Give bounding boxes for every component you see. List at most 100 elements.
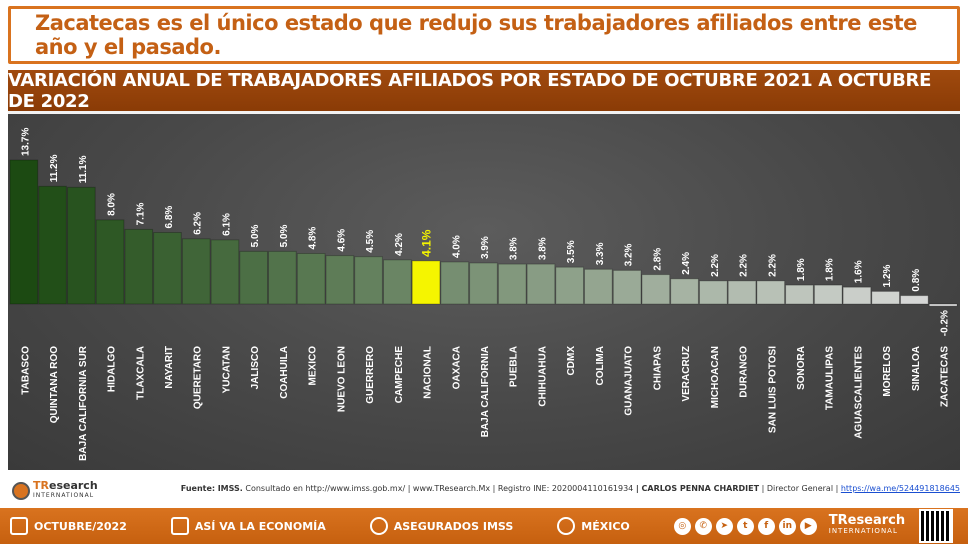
footer-brand-name: TResearch <box>828 513 906 528</box>
source-site: | www.TResearch.Mx <box>407 484 491 493</box>
category-label: SONORA <box>796 346 807 390</box>
category-label: ZACATECAS <box>940 346 951 407</box>
bar-veracruz <box>670 278 699 305</box>
source-prefix: Fuente: <box>180 484 216 493</box>
source-consulted: Consultado en http://www.imss.gob.mx/ <box>245 484 406 493</box>
headline: Zacatecas es el único estado que redujo … <box>8 6 960 64</box>
footer-brand: TResearch INTERNATIONAL <box>828 513 906 537</box>
category-label: COLIMA <box>595 346 606 385</box>
footer-region-label: MÉXICO <box>581 519 630 533</box>
data-label: 2.2% <box>710 254 721 277</box>
globe-icon[interactable]: ◎ <box>673 517 691 535</box>
category-label: CAMPECHE <box>394 346 405 404</box>
bar-jalisco <box>239 250 269 305</box>
data-label: 1.2% <box>882 264 893 287</box>
source-org: IMSS. <box>217 484 243 493</box>
data-label: 4.8% <box>308 227 319 250</box>
bar-nuevo-leon <box>325 255 355 305</box>
telegram-icon[interactable]: ➤ <box>715 517 733 535</box>
source-author: | CARLOS PENNA CHARDIET <box>635 484 760 493</box>
linkedin-icon[interactable]: in <box>778 517 796 535</box>
data-label: 11.1% <box>78 155 89 183</box>
handshake-icon <box>369 517 388 535</box>
bar-tamaulipas <box>813 284 843 305</box>
bar-durango <box>727 280 757 305</box>
youtube-icon[interactable]: ▶ <box>799 517 817 535</box>
data-label: 4.5% <box>365 230 376 253</box>
bar-nayarit <box>153 232 182 305</box>
bar-aguascalientes <box>842 286 872 305</box>
data-label: 6.8% <box>164 206 175 229</box>
category-label: QUERETARO <box>193 346 204 409</box>
category-label: QUINTANA ROO <box>49 346 60 423</box>
category-label: JALISCO <box>250 346 261 390</box>
bar-oaxaca <box>440 261 470 305</box>
category-label: NACIONAL <box>423 346 434 399</box>
facebook-icon[interactable]: f <box>757 517 775 535</box>
bar-cdmx <box>555 266 584 305</box>
calendar-icon <box>10 517 28 535</box>
bar-yucatan <box>210 239 240 305</box>
data-label: 3.2% <box>624 243 635 266</box>
category-label: NAYARIT <box>164 346 175 389</box>
bar-baja-california <box>469 262 498 305</box>
category-label: GUERRERO <box>365 346 376 404</box>
bar-michoacan <box>699 280 728 305</box>
category-label: MEXICO <box>308 346 319 386</box>
economy-icon <box>170 517 189 535</box>
social-links: ◎ ✆ ➤ t f in ▶ <box>673 517 817 535</box>
category-label: GUANAJUATO <box>624 346 635 416</box>
category-label: MICHOACAN <box>710 346 721 408</box>
bar-chihuahua <box>526 263 556 305</box>
category-label: NUEVO LEON <box>336 346 347 412</box>
source-link[interactable]: https://wa.me/524491818645 <box>840 484 960 493</box>
bar-quintana-roo <box>38 185 67 305</box>
bar-tabasco <box>9 159 39 305</box>
data-label: 4.2% <box>394 233 405 256</box>
source-registry: | Registro INE: 2020004110161934 <box>492 484 634 493</box>
data-label: -0.2% <box>940 310 951 336</box>
data-label: 13.7% <box>20 128 31 156</box>
category-label: CDMX <box>566 346 577 376</box>
footer-subject-label: ASEGURADOS IMSS <box>393 519 514 533</box>
bar-nacional <box>411 260 441 305</box>
data-label: 6.1% <box>222 213 233 236</box>
qr-code[interactable] <box>919 509 954 543</box>
data-label: 4.6% <box>336 229 347 252</box>
category-label: BAJA CALIFORNIA <box>480 346 491 437</box>
twitter-icon[interactable]: t <box>736 517 754 535</box>
bar-coahuila <box>268 250 297 305</box>
bar-puebla <box>497 263 527 305</box>
data-label: 3.9% <box>480 236 491 259</box>
bar-queretaro <box>181 238 211 305</box>
brand-sub: INTERNATIONAL <box>33 492 95 499</box>
category-label: PUEBLA <box>509 346 520 387</box>
data-label: 2.2% <box>767 254 778 277</box>
source-row: TResearch INTERNATIONAL Fuente: IMSS. Co… <box>8 476 960 506</box>
footer-item-subject: ASEGURADOS IMSS <box>369 517 514 535</box>
data-label: 3.5% <box>566 240 577 263</box>
bar-san-luis-potosi <box>756 280 786 305</box>
category-label: DURANGO <box>739 346 750 398</box>
data-label: 1.8% <box>796 258 807 281</box>
data-label: 3.3% <box>595 242 606 265</box>
brand-name-a: TR <box>33 479 49 492</box>
data-label: 4.1% <box>420 229 434 257</box>
data-label: 0.8% <box>911 269 922 292</box>
category-label: TABASCO <box>20 346 31 395</box>
bar-guerrero <box>354 256 383 305</box>
category-label: CHIAPAS <box>652 346 663 391</box>
footer-item-region: MÉXICO <box>557 517 630 535</box>
data-label: 3.8% <box>538 237 549 260</box>
footer-date-label: OCTUBRE/2022 <box>34 519 127 533</box>
map-pin-icon <box>557 517 576 535</box>
whatsapp-icon[interactable]: ✆ <box>694 517 712 535</box>
category-label: SAN LUIS POTOSI <box>767 346 778 433</box>
category-label: BAJA CALIFORNIA SUR <box>78 345 89 461</box>
brand-logo: TResearch INTERNATIONAL <box>12 476 98 506</box>
data-label: 1.8% <box>825 258 836 281</box>
category-label: AGUASCALIENTES <box>854 346 865 439</box>
bar-chiapas <box>641 274 671 305</box>
bar-colima <box>584 268 613 305</box>
bar-guanajuato <box>612 269 642 305</box>
